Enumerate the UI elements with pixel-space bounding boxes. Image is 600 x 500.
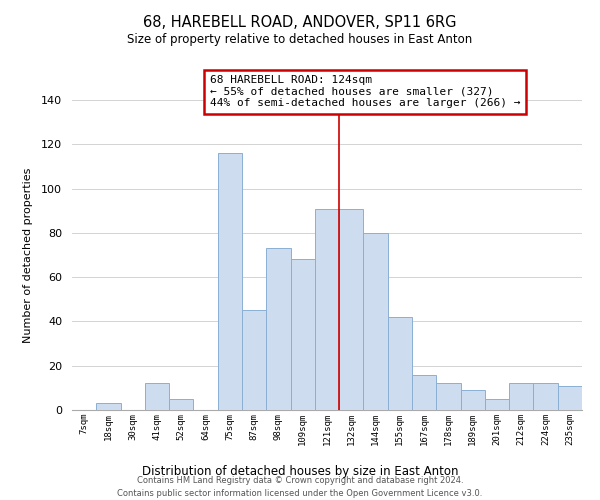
Bar [461, 390, 485, 410]
Bar [388, 317, 412, 410]
Bar [339, 208, 364, 410]
Text: Size of property relative to detached houses in East Anton: Size of property relative to detached ho… [127, 32, 473, 46]
Bar [364, 233, 388, 410]
Text: 68, HAREBELL ROAD, ANDOVER, SP11 6RG: 68, HAREBELL ROAD, ANDOVER, SP11 6RG [143, 15, 457, 30]
Bar [533, 384, 558, 410]
Bar [412, 374, 436, 410]
Bar [218, 153, 242, 410]
Bar [315, 208, 339, 410]
Bar [290, 260, 315, 410]
Text: Contains HM Land Registry data © Crown copyright and database right 2024.
Contai: Contains HM Land Registry data © Crown c… [118, 476, 482, 498]
Bar [96, 404, 121, 410]
Bar [145, 384, 169, 410]
Bar [558, 386, 582, 410]
Bar [169, 399, 193, 410]
Bar [266, 248, 290, 410]
Y-axis label: Number of detached properties: Number of detached properties [23, 168, 33, 342]
Bar [242, 310, 266, 410]
Text: 68 HAREBELL ROAD: 124sqm
← 55% of detached houses are smaller (327)
44% of semi-: 68 HAREBELL ROAD: 124sqm ← 55% of detach… [210, 75, 520, 108]
Bar [436, 384, 461, 410]
Bar [485, 399, 509, 410]
Bar [509, 384, 533, 410]
Text: Distribution of detached houses by size in East Anton: Distribution of detached houses by size … [142, 464, 458, 477]
